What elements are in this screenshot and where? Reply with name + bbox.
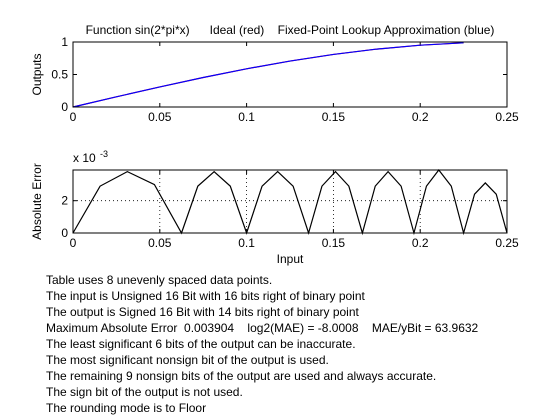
note-line: The rounding mode is to Floor [46,401,207,415]
chart: 0 0.05 0.1 0.15 0.2 0.25 0 0.5 1 Function sin(2*p… [30,23,519,266]
plot-area [73,42,507,107]
y-tick-label: 0 [61,100,68,114]
note-line: The remaining 9 nonsign bits of the outp… [46,369,437,383]
note-line: The most significant nonsign bit of the … [46,353,329,367]
axes-box [72,41,508,108]
note-line: The input is Unsigned 16 Bit with 16 bit… [46,289,365,303]
x-tick-label: 0.1 [238,110,255,124]
note-line: The output is Signed 16 Bit with 14 bits… [46,305,359,319]
x-tick-label: 0.2 [412,236,429,250]
x-axis-label: Input [277,252,304,266]
x-tick-label: 0 [70,110,77,124]
note-line: Maximum Absolute Error 0.003904 log2(MAE… [46,321,479,335]
chart-title: Function sin(2*pi*x) Ideal (red) Fixed-P… [86,23,495,37]
x-tick-label: 0.2 [412,110,429,124]
y-exponent: -3 [100,149,108,159]
data-line [72,169,508,236]
y-tick-label: 0.5 [51,68,68,82]
y-axis-label: Outputs [30,53,44,95]
x-tick-label: 0.1 [238,236,255,250]
x-tick-label: 0.25 [495,236,519,250]
x-tick-label: 0 [70,236,77,250]
x-tick-label: 0.15 [322,110,346,124]
x-tick-label: 0.25 [495,110,519,124]
notes: Table uses 8 unevenly spaced data points… [46,272,478,416]
x-tick-label: 0.05 [148,236,172,250]
axes-box [72,169,508,234]
data-line [72,42,464,108]
y-tick-label: 0 [61,226,68,240]
note-line: The sign bit of the output is not used. [46,385,243,399]
y-exponent-base: x 10 [73,151,96,165]
note-line: The least significant 6 bits of the outp… [46,337,356,351]
y-tick-label: 1 [61,35,68,49]
y-axis-label: Absolute Error [30,163,44,240]
x-tick-label: 0.15 [322,236,346,250]
x-tick-label: 0.05 [148,110,172,124]
plot-area [73,170,507,233]
y-tick-label: 2 [61,194,68,208]
note-line: Table uses 8 unevenly spaced data points… [46,273,273,287]
